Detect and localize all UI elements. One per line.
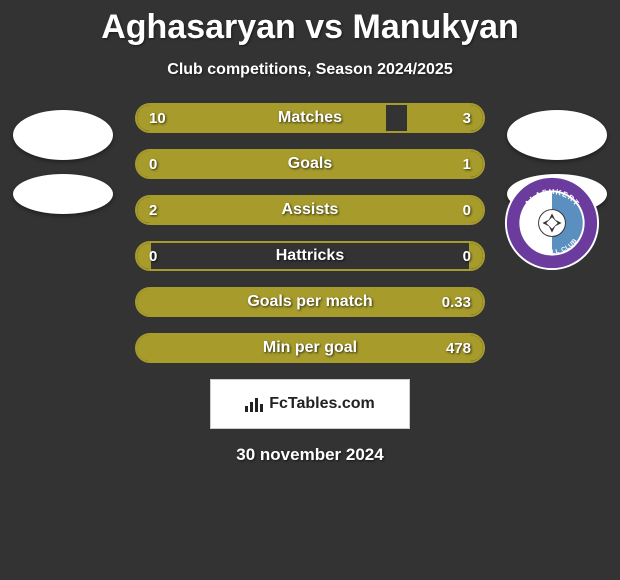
avatar-head-icon xyxy=(507,110,607,160)
stat-value-left: 10 xyxy=(149,105,166,131)
player-avatar-left xyxy=(8,110,118,230)
stat-row: Goals per match0.33 xyxy=(135,287,485,317)
stat-label: Assists xyxy=(137,197,483,223)
club-badge-icon: ALASHKERT FOOTBALL CLUB xyxy=(504,175,600,271)
stat-row: Goals0 1 xyxy=(135,149,485,179)
date-label: 30 november 2024 xyxy=(0,445,620,465)
stat-row: Assists2 0 xyxy=(135,195,485,225)
stat-label: Goals per match xyxy=(137,289,483,315)
stat-value-right: 0 xyxy=(463,243,471,269)
stat-row: Min per goal478 xyxy=(135,333,485,363)
stat-value-right: 0.33 xyxy=(442,289,471,315)
stat-value-left: 0 xyxy=(149,151,157,177)
stat-label: Min per goal xyxy=(137,335,483,361)
stat-row: Hattricks0 0 xyxy=(135,241,485,271)
stat-label: Goals xyxy=(137,151,483,177)
avatar-head-icon xyxy=(13,110,113,160)
stat-value-right: 3 xyxy=(463,105,471,131)
stat-value-left: 2 xyxy=(149,197,157,223)
stat-value-right: 1 xyxy=(463,151,471,177)
stat-value-right: 478 xyxy=(446,335,471,361)
page-title: Aghasaryan vs Manukyan xyxy=(0,0,620,47)
stats-chart: Matches103Goals01Assists20Hattricks00Goa… xyxy=(135,103,485,363)
stat-value-left: 0 xyxy=(149,243,157,269)
stat-label: Hattricks xyxy=(137,243,483,269)
fctables-watermark: FcTables.com xyxy=(210,379,410,429)
fctables-text: FcTables.com xyxy=(269,395,375,413)
subtitle: Club competitions, Season 2024/2025 xyxy=(0,61,620,79)
stat-row: Matches10 3 xyxy=(135,103,485,133)
bars-icon xyxy=(245,396,265,412)
avatar-body-icon xyxy=(13,174,113,214)
stat-value-right: 0 xyxy=(463,197,471,223)
stat-label: Matches xyxy=(137,105,483,131)
